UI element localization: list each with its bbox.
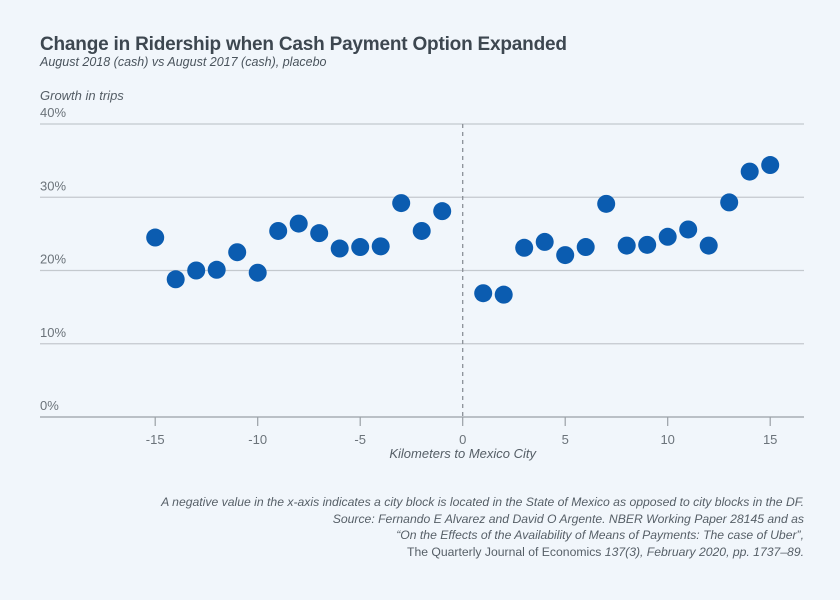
y-tick-label: 0% bbox=[40, 398, 59, 413]
data-point bbox=[617, 236, 636, 255]
data-point bbox=[474, 284, 493, 303]
x-tick-label: 0 bbox=[459, 432, 466, 447]
y-tick-label: 10% bbox=[40, 325, 66, 340]
data-point bbox=[535, 232, 554, 251]
y-tick-label: 20% bbox=[40, 252, 66, 267]
data-point bbox=[515, 238, 534, 257]
note-journal-citation: 137(3), February 2020, pp. 1737–89. bbox=[604, 544, 804, 559]
data-point bbox=[761, 156, 780, 175]
chart-title: Change in Ridership when Cash Payment Op… bbox=[40, 34, 567, 55]
gridlines bbox=[40, 123, 804, 418]
data-point bbox=[166, 270, 185, 289]
data-point bbox=[310, 224, 329, 243]
x-tick-label: -15 bbox=[146, 432, 165, 447]
x-tick-label: -5 bbox=[354, 432, 366, 447]
data-point bbox=[679, 220, 698, 239]
note-negative-values: A negative value in the x-axis indicates… bbox=[161, 495, 804, 509]
data-point bbox=[699, 236, 718, 255]
data-point bbox=[412, 221, 431, 240]
y-axis-label: Growth in trips bbox=[40, 88, 124, 103]
data-point bbox=[248, 263, 267, 282]
data-point bbox=[146, 228, 165, 247]
y-tick-label: 40% bbox=[40, 105, 66, 120]
x-axis-label: Kilometers to Mexico City bbox=[389, 446, 537, 461]
y-tick-labels: 0% 10% 20% 30% 40% bbox=[40, 105, 66, 413]
note-source: Source: Fernando E Alvarez and David O A… bbox=[332, 511, 804, 526]
data-point bbox=[351, 238, 370, 257]
data-point bbox=[330, 239, 349, 258]
data-point bbox=[392, 194, 411, 213]
data-point bbox=[556, 246, 575, 265]
data-point bbox=[494, 285, 513, 304]
x-tick-label: 15 bbox=[763, 432, 777, 447]
chart-notes: A negative value in the x-axis indicates… bbox=[161, 494, 804, 560]
x-axis: -15 -10 -5 0 5 10 15 bbox=[146, 417, 777, 447]
data-point bbox=[740, 162, 759, 181]
x-tick-label: 10 bbox=[660, 432, 674, 447]
x-tick-label: 5 bbox=[562, 432, 569, 447]
data-point bbox=[576, 238, 595, 257]
y-tick-label: 30% bbox=[40, 178, 66, 193]
data-point bbox=[187, 261, 206, 280]
data-point bbox=[638, 235, 657, 254]
note-paper-title: “On the Effects of the Availability of M… bbox=[396, 528, 804, 542]
data-point bbox=[597, 194, 616, 213]
data-point bbox=[228, 243, 247, 262]
data-point bbox=[289, 214, 308, 233]
note-journal: The Quarterly Journal of Economics 137(3… bbox=[161, 544, 804, 561]
note-journal-name: The Quarterly Journal of Economics bbox=[407, 544, 605, 559]
data-point bbox=[269, 221, 288, 240]
x-tick-label: -10 bbox=[248, 432, 267, 447]
data-point bbox=[658, 227, 677, 246]
data-points bbox=[146, 156, 780, 304]
data-point bbox=[207, 260, 226, 279]
data-point bbox=[433, 202, 452, 221]
data-point bbox=[371, 237, 390, 256]
chart-subtitle: August 2018 (cash) vs August 2017 (cash)… bbox=[40, 55, 327, 69]
data-point bbox=[720, 193, 739, 212]
